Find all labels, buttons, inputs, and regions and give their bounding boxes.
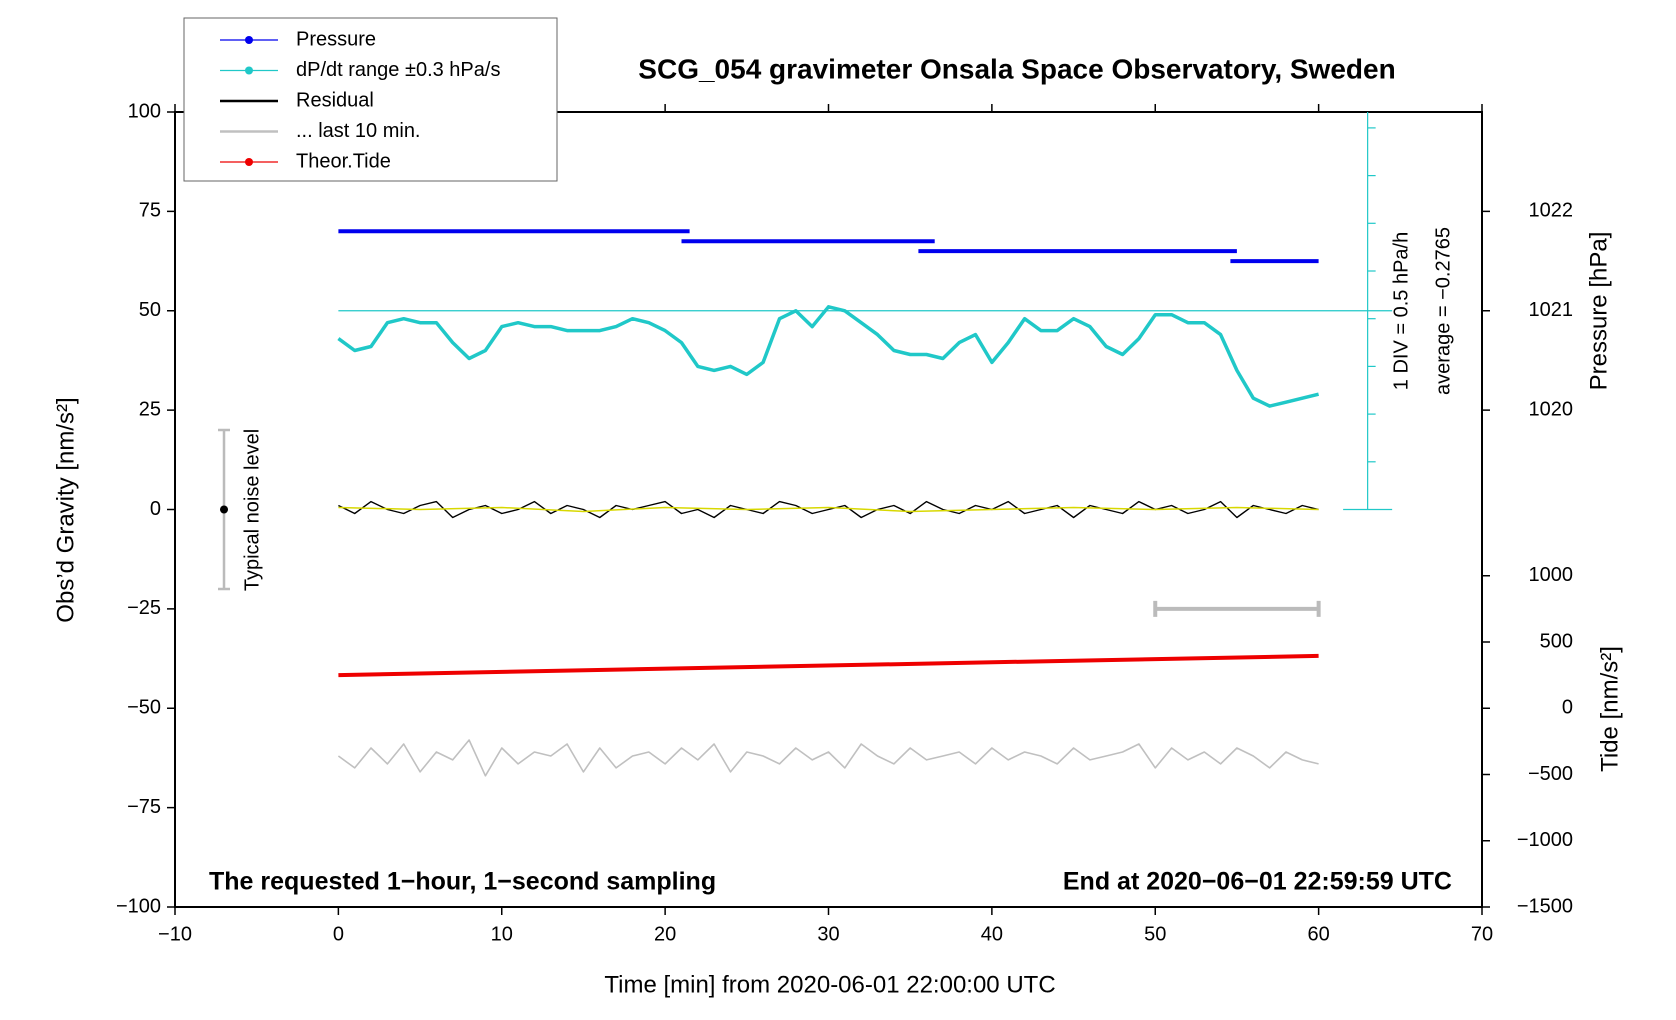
x-tick-label: 60 — [1308, 923, 1330, 945]
y-tick-label: −50 — [127, 697, 161, 719]
x-axis-label: Time [min] from 2020-06-01 22:00:00 UTC — [604, 971, 1055, 998]
y3-tick-label: −1000 — [1517, 829, 1573, 851]
y-tick-label: 0 — [150, 498, 161, 520]
y2-tick-label: 1021 — [1529, 299, 1574, 321]
annotation: 1 DIV = 0.5 hPa/h — [1390, 232, 1412, 390]
y3-tick-label: 1000 — [1529, 564, 1574, 586]
legend-box — [183, 17, 558, 182]
x-tick-label: 40 — [981, 923, 1003, 945]
annotation: The requested 1−hour, 1−second sampling — [209, 868, 716, 896]
y3-tick-label: −500 — [1528, 763, 1573, 785]
y-tick-label: −25 — [127, 597, 161, 619]
legend-label: Pressure — [296, 28, 376, 50]
y3-tick-label: −1500 — [1517, 895, 1573, 917]
legend-marker — [245, 36, 253, 44]
series-line — [338, 229, 1319, 264]
y3-tick-label: 500 — [1540, 630, 1573, 652]
y2-tick-label: 1020 — [1529, 398, 1574, 420]
series-line — [338, 506, 1319, 513]
x-tick-label: −10 — [158, 923, 192, 945]
legend-label: dP/dt range ±0.3 hPa/s — [296, 59, 500, 81]
y2-tick-label: 1022 — [1529, 200, 1574, 222]
x-tick-label: 70 — [1471, 923, 1493, 945]
x-tick-label: 50 — [1144, 923, 1166, 945]
legend-label: Residual — [296, 89, 374, 111]
y-tick-label: 75 — [139, 200, 161, 222]
y3-axis-label: Tide [nm/s²] — [1596, 646, 1623, 772]
legend-label: Theor.Tide — [296, 150, 391, 172]
legend-marker — [245, 66, 253, 75]
y-axis-label: Obs’d Gravity [nm/s²] — [52, 397, 79, 622]
y-tick-label: 100 — [128, 100, 161, 122]
annotation: End at 2020−06−01 22:59:59 UTC — [1063, 868, 1452, 896]
y-tick-label: −100 — [116, 895, 161, 917]
y2-axis-label: Pressure [hPa] — [1585, 232, 1612, 391]
chart-title: SCG_054 gravimeter Onsala Space Observat… — [638, 53, 1395, 84]
annotation: Typical noise level — [241, 429, 263, 591]
legend-label: ... last 10 min. — [296, 120, 421, 142]
x-tick-label: 20 — [654, 923, 676, 945]
legend-marker — [245, 158, 253, 166]
y-tick-label: 25 — [139, 398, 161, 420]
x-tick-label: 30 — [817, 923, 839, 945]
noise-center — [220, 505, 229, 514]
y-tick-label: 50 — [139, 299, 161, 321]
y3-tick-label: 0 — [1562, 697, 1573, 719]
x-tick-label: 0 — [333, 923, 344, 945]
series-line — [338, 653, 1319, 678]
series-line — [337, 739, 1319, 777]
series-line — [337, 305, 1320, 408]
annotation: average = −0.2765 — [1432, 227, 1454, 395]
x-tick-label: 10 — [491, 923, 513, 945]
y-tick-label: −75 — [127, 796, 161, 818]
